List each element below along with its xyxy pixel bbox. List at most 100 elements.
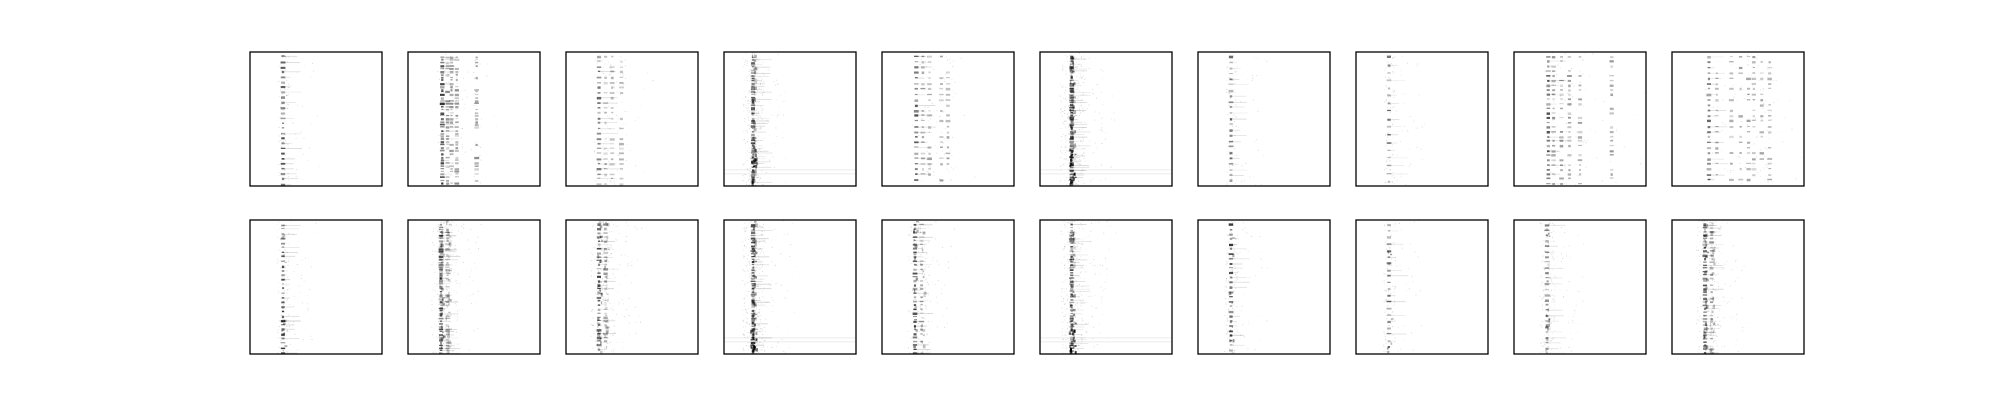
noise-dot [1061,262,1063,264]
event-mark [1715,126,1719,128]
event-mark [1552,173,1556,175]
event-mark [1610,139,1614,142]
event-mark [751,278,755,280]
event-mark [1069,176,1074,179]
noise-dot [1069,54,1071,56]
event-mark [604,280,608,283]
noise-dot [1391,181,1393,183]
noise-dot [1062,346,1064,348]
noise-dot [1586,139,1588,141]
event-mark [438,226,444,228]
noise-dot [1079,272,1081,274]
noise-dot [443,222,445,224]
event-mark [1707,87,1711,90]
spectrogram-panel-r2-c5 [881,219,1015,355]
event-mark [1746,99,1751,101]
noise-dot [1393,106,1395,108]
streak-cluster [750,330,752,334]
noise-dot [746,261,748,263]
event-mark [619,142,624,146]
noise-dot [1067,159,1069,161]
noise-dot [1075,143,1077,145]
event-mark [914,141,919,144]
noise-dot [948,171,950,173]
streak-mark [1073,91,1075,94]
event-mark [449,93,454,97]
noise-dot [753,237,755,238]
streak-mark [606,244,608,247]
event-mark [1386,164,1392,167]
event-tail [1232,79,1240,80]
event-mark [1759,72,1764,74]
noise-dot [1547,91,1549,93]
event-mark [604,340,608,343]
noise-dot [917,351,919,353]
noise-dot [594,282,596,284]
noise-dot [602,159,604,160]
noise-dot [598,273,600,275]
streak-mark [448,242,452,247]
noise-dot [605,308,607,310]
event-tail [918,110,924,112]
noise-dot [1565,167,1567,169]
event-mark [913,333,917,336]
noise-dot [754,254,756,256]
noise-dot [755,299,757,301]
noise-dot [926,66,927,68]
noise-dot [749,261,751,263]
noise-dot [1392,181,1394,183]
noise-dot [941,132,943,134]
noise-dot [1063,123,1065,125]
streak-mark [922,317,925,319]
event-mark [280,347,286,350]
noise-dot [771,347,773,348]
noise-dot [1068,297,1070,299]
noise-dot [597,254,598,256]
event-mark [927,83,932,86]
noise-dot [456,282,458,284]
noise-dot [925,291,926,293]
noise-dot [284,88,286,90]
noise-dot [1085,271,1087,273]
noise-dot [612,278,614,279]
noise-dot [944,153,946,155]
noise-dot [623,122,625,124]
noise-dot [750,172,752,174]
noise-dot [1083,302,1085,304]
streak-mark [600,239,604,242]
event-mark [597,163,601,165]
noise-dot [1064,152,1066,153]
event-tail [1390,157,1409,159]
noise-dot [1080,56,1082,58]
noise-dot [1550,172,1552,174]
event-mark [439,313,443,316]
noise-dot [284,154,286,156]
streak-cluster [754,323,756,327]
noise-dot [287,93,289,95]
noise-dot [1609,161,1611,163]
event-mark [455,86,459,88]
event-mark [475,56,478,58]
noise-dot [921,247,923,248]
noise-dot [1073,314,1075,316]
streak-mark [1072,177,1075,182]
noise-dot [622,150,624,152]
noise-dot [449,340,451,342]
noise-dot [747,318,749,320]
noise-dot [954,81,956,83]
noise-dot [763,156,765,158]
noise-dot [474,60,476,62]
noise-dot [1251,79,1253,81]
noise-dot [748,324,750,326]
noise-dot [927,226,929,228]
noise-dot [607,301,609,303]
streak-mark [446,231,449,233]
event-tail [443,240,453,242]
noise-dot [744,64,745,65]
noise-dot [1251,75,1253,77]
noise-dot [287,329,289,331]
noise-dot [757,329,759,331]
event-mark [751,72,756,74]
event-mark [475,58,478,60]
noise-dot [744,264,746,266]
